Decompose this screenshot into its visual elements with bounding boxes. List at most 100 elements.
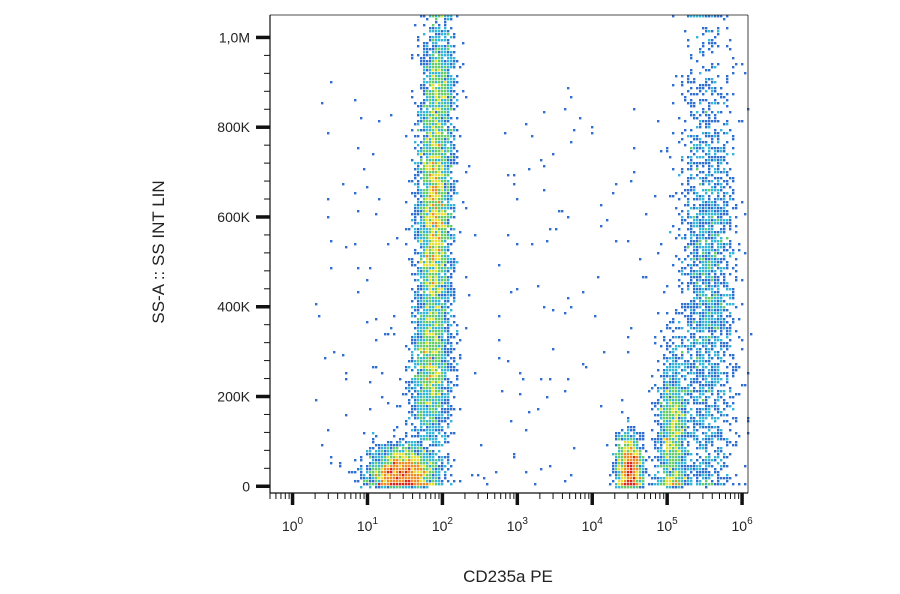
event-bin [663, 450, 666, 453]
event-bin [681, 171, 684, 174]
event-bin [675, 447, 678, 450]
event-bin [666, 471, 669, 474]
event-bin [735, 393, 738, 396]
event-bin [432, 279, 435, 282]
event-bin [669, 447, 672, 450]
event-bin [735, 264, 738, 267]
event-bin [726, 78, 729, 81]
event-bin [684, 447, 687, 450]
event-bin [594, 315, 597, 318]
event-bin [414, 306, 417, 309]
event-bin [687, 15, 690, 18]
event-bin [393, 447, 396, 450]
event-bin [729, 129, 732, 132]
event-bin [681, 408, 684, 411]
event-bin [432, 81, 435, 84]
event-bin [615, 462, 618, 465]
event-bin [702, 312, 705, 315]
event-bin [636, 441, 639, 444]
event-bin [405, 480, 408, 483]
event-bin [450, 288, 453, 291]
event-bin [642, 456, 645, 459]
event-bin [702, 462, 705, 465]
event-bin [447, 249, 450, 252]
event-bin [441, 339, 444, 342]
event-bin [681, 342, 684, 345]
event-bin [381, 447, 384, 450]
event-bin [723, 186, 726, 189]
event-bin [714, 129, 717, 132]
event-bin [414, 195, 417, 198]
event-bin [366, 279, 369, 282]
event-bin [441, 264, 444, 267]
event-bin [447, 333, 450, 336]
event-bin [429, 432, 432, 435]
event-bin [717, 393, 720, 396]
event-bin [456, 363, 459, 366]
event-bin [693, 300, 696, 303]
event-bin [684, 411, 687, 414]
x-tick-label: 104 [582, 516, 604, 534]
event-bin [690, 69, 693, 72]
event-bin [621, 399, 624, 402]
event-bin [414, 222, 417, 225]
event-bin [417, 129, 420, 132]
event-bin [732, 291, 735, 294]
event-bin [708, 408, 711, 411]
event-bin [411, 456, 414, 459]
event-bin [687, 198, 690, 201]
event-bin [672, 360, 675, 363]
event-bin [711, 255, 714, 258]
event-bin [393, 444, 396, 447]
event-bin [429, 387, 432, 390]
event-bin [429, 105, 432, 108]
event-bin [678, 465, 681, 468]
event-bin [444, 273, 447, 276]
event-bin [669, 414, 672, 417]
event-bin [717, 240, 720, 243]
event-bin [450, 102, 453, 105]
event-bin [717, 351, 720, 354]
event-bin [726, 264, 729, 267]
event-bin [435, 120, 438, 123]
event-bin [702, 438, 705, 441]
event-bin [420, 258, 423, 261]
event-bin [438, 363, 441, 366]
event-bin [687, 192, 690, 195]
event-bin [414, 213, 417, 216]
event-bin [444, 417, 447, 420]
event-bin [708, 288, 711, 291]
event-bin [726, 474, 729, 477]
event-bin [630, 435, 633, 438]
event-bin [435, 111, 438, 114]
event-bin [630, 456, 633, 459]
event-bin [429, 348, 432, 351]
event-bin [438, 81, 441, 84]
event-bin [360, 117, 363, 120]
event-bin [432, 465, 435, 468]
event-bin [432, 375, 435, 378]
event-bin [690, 300, 693, 303]
event-bin [705, 471, 708, 474]
event-bin [447, 258, 450, 261]
event-bin [519, 393, 522, 396]
event-bin [660, 408, 663, 411]
event-bin [372, 432, 375, 435]
event-bin [708, 162, 711, 165]
event-bin [450, 63, 453, 66]
event-bin [714, 327, 717, 330]
event-bin [705, 324, 708, 327]
event-bin [714, 303, 717, 306]
event-bin [678, 474, 681, 477]
event-bin [429, 333, 432, 336]
event-bin [696, 408, 699, 411]
event-bin [438, 24, 441, 27]
event-bin [426, 234, 429, 237]
event-bin [663, 462, 666, 465]
event-bin [705, 399, 708, 402]
event-bin [426, 468, 429, 471]
event-bin [432, 258, 435, 261]
event-bin [630, 486, 633, 489]
event-bin [624, 438, 627, 441]
event-bin [705, 465, 708, 468]
